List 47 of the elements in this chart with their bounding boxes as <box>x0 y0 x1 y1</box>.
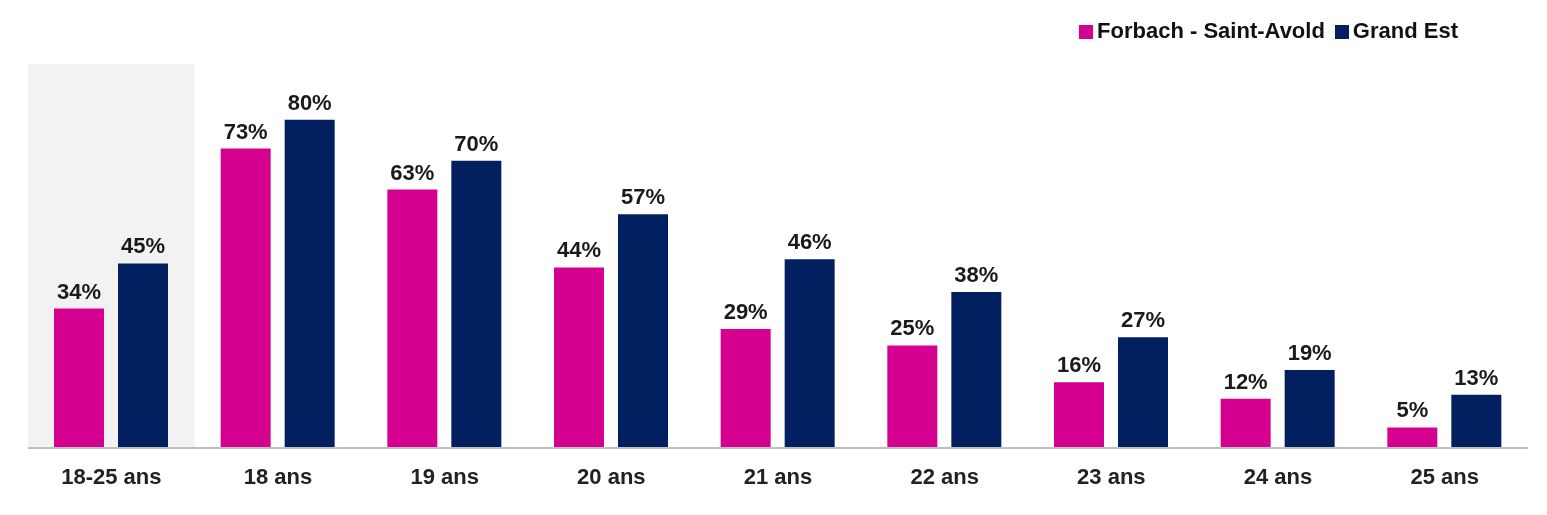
x-tick-label: 18-25 ans <box>61 463 162 489</box>
data-label: 12% <box>1223 368 1268 394</box>
bar <box>284 119 335 448</box>
bar <box>618 214 668 448</box>
bar <box>1451 394 1502 448</box>
legend-label: Grand Est <box>1352 18 1458 43</box>
data-label: 63% <box>390 159 435 185</box>
bar <box>54 308 104 448</box>
bar <box>118 263 168 448</box>
bar <box>887 345 938 448</box>
x-tick-label: 24 ans <box>1243 463 1313 489</box>
x-tick-label: 21 ans <box>743 463 813 489</box>
data-label: 27% <box>1120 307 1166 333</box>
x-tick-label: 18 ans <box>243 463 313 489</box>
bar <box>1118 337 1168 448</box>
bar <box>1387 427 1438 448</box>
data-label: 16% <box>1056 352 1102 378</box>
bar <box>784 259 835 448</box>
bar <box>387 189 438 448</box>
x-tick-label: 22 ans <box>910 463 979 489</box>
data-label: 29% <box>723 299 768 325</box>
bar <box>720 329 771 448</box>
data-label: 73% <box>223 118 268 144</box>
data-label: 38% <box>954 262 999 288</box>
data-label: 70% <box>454 130 499 156</box>
data-label: 25% <box>890 315 935 341</box>
bar <box>554 267 604 448</box>
data-label: 45% <box>120 233 166 259</box>
data-label: 5% <box>1396 397 1429 423</box>
data-label: 80% <box>287 89 332 115</box>
bar <box>1284 370 1335 448</box>
x-tick-label: 19 ans <box>410 463 479 489</box>
x-tick-label: 23 ans <box>1077 463 1146 489</box>
bar <box>220 148 271 448</box>
legend-label: Forbach - Saint-Avold <box>1097 18 1325 43</box>
data-label: 46% <box>787 229 832 255</box>
bar <box>451 160 502 448</box>
x-tick-label: 25 ans <box>1410 463 1479 489</box>
x-tick-label: 20 ans <box>577 463 646 489</box>
data-label: 19% <box>1287 340 1332 366</box>
bar <box>1054 382 1104 448</box>
data-label: 13% <box>1454 364 1499 390</box>
bar <box>1220 398 1271 448</box>
data-label: 57% <box>620 184 666 210</box>
data-label: 34% <box>56 278 102 304</box>
data-label: 44% <box>556 237 602 263</box>
bar <box>951 292 1002 448</box>
